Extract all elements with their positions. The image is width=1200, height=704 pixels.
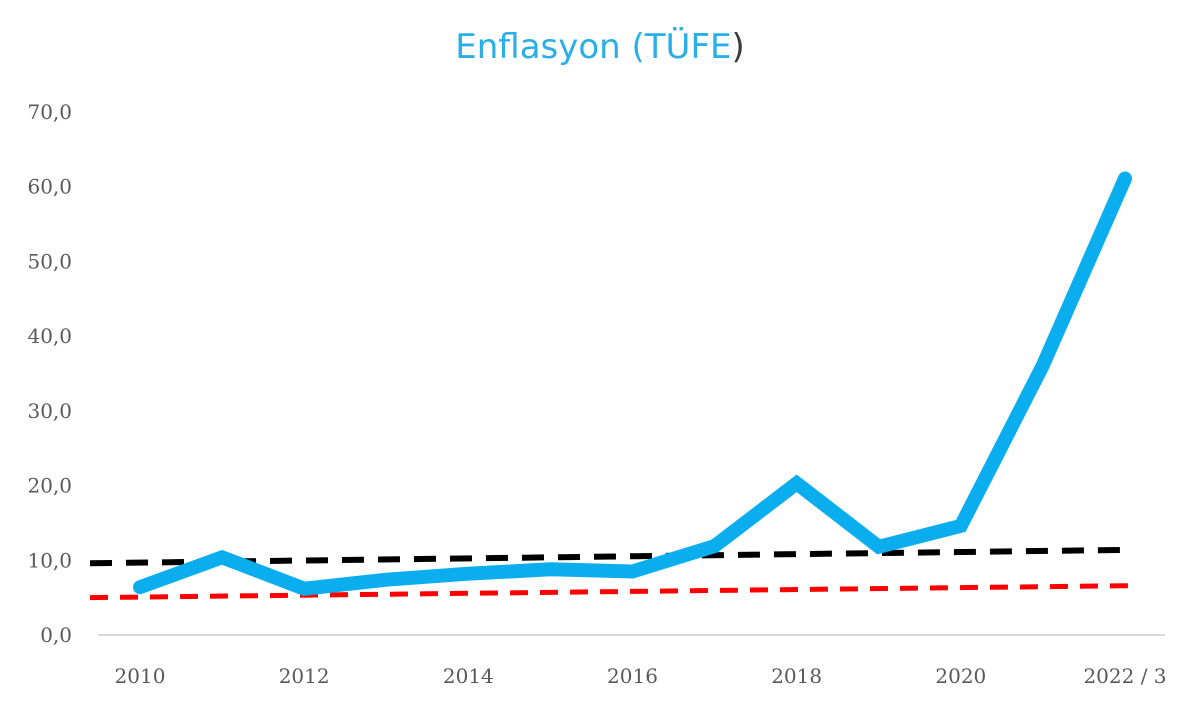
- y-tick-label: 70,0: [27, 100, 72, 124]
- x-tick-label: 2022 / 3: [1083, 664, 1166, 688]
- x-tick-label: 2010: [115, 664, 166, 688]
- x-tick-label: 2014: [443, 664, 494, 688]
- y-tick-label: 10,0: [27, 548, 72, 572]
- x-axis-ticks: 2010 2012 2014 2016 2018 2020 2022 / 3: [115, 664, 1167, 688]
- x-tick-label: 2012: [279, 664, 330, 688]
- x-tick-label: 2020: [935, 664, 986, 688]
- y-axis-ticks: 0,0 10,0 20,0 30,0 40,0 50,0 60,0 70,0: [27, 100, 72, 647]
- tufe-line: [133, 171, 1132, 596]
- y-tick-label: 0,0: [40, 623, 72, 647]
- y-tick-label: 20,0: [27, 474, 72, 498]
- series-layer: [133, 171, 1132, 596]
- x-tick-label: 2016: [607, 664, 658, 688]
- trend-line-red: [89, 583, 1131, 601]
- chart-title-main: Enflasyon (TÜFE: [455, 26, 731, 67]
- x-tick-label: 2018: [771, 664, 822, 688]
- trend-line-black: [89, 546, 1131, 567]
- y-tick-label: 60,0: [27, 175, 72, 199]
- y-tick-label: 50,0: [27, 249, 72, 273]
- y-tick-label: 30,0: [27, 399, 72, 423]
- chart-title-paren: ): [731, 27, 744, 67]
- trend-layer: [89, 546, 1131, 601]
- chart-title: Enflasyon (TÜFE): [455, 26, 745, 67]
- y-tick-label: 40,0: [27, 324, 72, 348]
